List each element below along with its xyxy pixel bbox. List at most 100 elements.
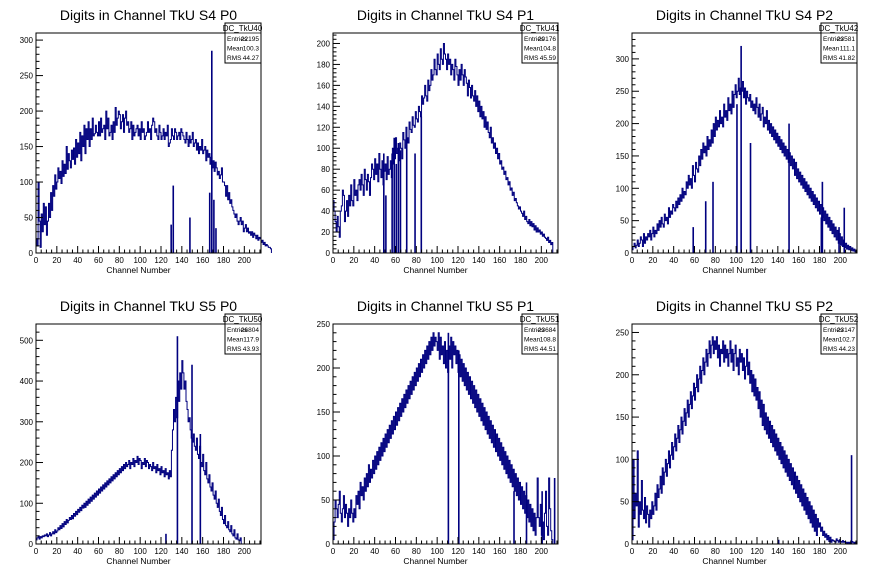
- x-tick-label: 120: [750, 256, 764, 265]
- x-tick-label: 100: [729, 547, 743, 556]
- x-tick-label: 0: [331, 547, 336, 556]
- histogram-spike: [458, 350, 460, 544]
- stats-box: [820, 313, 858, 355]
- histogram-spike: [447, 332, 450, 544]
- x-tick-label: 0: [630, 256, 635, 265]
- y-tick-label: 200: [317, 364, 331, 373]
- x-tick-label: 60: [690, 256, 699, 265]
- y-tick-label: 50: [620, 498, 629, 507]
- y-tick-label: 150: [616, 413, 630, 422]
- stats-label: Mean: [823, 337, 840, 344]
- x-tick-label: 100: [133, 547, 147, 556]
- y-tick-label: 50: [321, 496, 330, 505]
- histogram-spike: [553, 478, 556, 544]
- stats-label: Mean: [524, 337, 541, 344]
- histogram-line: [332, 42, 554, 253]
- x-tick-label: 20: [648, 547, 657, 556]
- x-tick-label: 100: [729, 256, 743, 265]
- stats-label: Mean: [823, 46, 840, 53]
- stats-value: 102.7: [839, 337, 856, 344]
- stats-label: Entries: [823, 327, 844, 334]
- histogram-line: [35, 360, 242, 544]
- x-tick-label: 40: [370, 256, 379, 265]
- histogram-panel: Digits in Channel TkU S5 P0 0 20 40 60 80 100 1…: [20, 298, 263, 566]
- stats-value: 117.9: [243, 337, 259, 344]
- x-tick-label: 0: [34, 256, 39, 265]
- histogram-spike: [541, 491, 543, 544]
- histogram-spike: [170, 224, 172, 253]
- histogram-panel: Digits in Channel TkU S5 P2 0 20 40 60 80 100 1…: [616, 298, 859, 566]
- histogram-spike: [749, 143, 752, 253]
- y-tick-label: 0: [29, 249, 34, 258]
- histogram-spike: [393, 137, 396, 253]
- histogram-spike: [165, 533, 167, 544]
- stats-value: 23581: [837, 36, 855, 43]
- stats-box: [521, 313, 559, 355]
- histogram-spike: [208, 192, 211, 253]
- y-tick-label: 20: [321, 228, 330, 237]
- x-tick-label: 40: [370, 547, 379, 556]
- x-tick-label: 140: [771, 547, 785, 556]
- x-tick-label: 80: [115, 256, 124, 265]
- y-tick-label: 500: [20, 336, 34, 345]
- chart-title: Digits in Channel TkU S5 P1: [357, 298, 534, 314]
- x-tick-label: 80: [412, 547, 421, 556]
- x-tick-label: 160: [792, 256, 806, 265]
- stats-name: DC_TkU41: [520, 24, 560, 33]
- plot-frame: [35, 32, 262, 254]
- y-tick-label: 250: [616, 328, 630, 337]
- x-tick-label: 20: [52, 547, 61, 556]
- histogram-spike: [704, 201, 707, 253]
- x-tick-label: 120: [750, 547, 764, 556]
- histogram-line: [332, 332, 554, 544]
- stats-label: Mean: [227, 46, 244, 53]
- y-tick-label: 60: [321, 186, 330, 195]
- x-tick-label: 120: [451, 547, 465, 556]
- histogram-panel: Digits in Channel TkU S4 P1 0 20 40 60 80 100 1…: [317, 7, 560, 275]
- stats-name: DC_TkU50: [223, 315, 263, 324]
- y-tick-label: 300: [616, 55, 630, 64]
- x-tick-label: 180: [813, 547, 827, 556]
- y-tick-label: 150: [616, 152, 630, 161]
- stats-value: 41.82: [839, 55, 856, 62]
- stats-label: RMS: [227, 55, 242, 62]
- histogram-spike: [788, 123, 790, 254]
- x-tick-label: 0: [34, 547, 39, 556]
- plot-frame: [631, 323, 858, 545]
- stats-label: Entries: [227, 36, 248, 43]
- x-tick-label: 120: [154, 256, 168, 265]
- histogram-spike: [712, 181, 714, 253]
- stats-label: Entries: [227, 327, 248, 334]
- plot-frame: [332, 323, 559, 545]
- stats-label: Mean: [524, 46, 541, 53]
- x-tick-label: 40: [669, 256, 678, 265]
- stats-label: RMS: [524, 346, 539, 353]
- histogram-spike: [821, 181, 824, 253]
- x-tick-label: 200: [535, 256, 549, 265]
- x-tick-label: 200: [834, 547, 848, 556]
- stats-label: RMS: [227, 346, 242, 353]
- x-tick-label: 20: [349, 256, 358, 265]
- histogram-spike: [172, 185, 175, 253]
- stats-value: 23147: [837, 327, 855, 334]
- x-tick-label: 180: [217, 256, 231, 265]
- y-tick-label: 140: [317, 102, 331, 111]
- y-tick-label: 100: [20, 178, 34, 187]
- x-axis-label: Channel Number: [403, 556, 467, 566]
- x-tick-label: 60: [391, 256, 400, 265]
- x-tick-label: 60: [94, 256, 103, 265]
- histogram-spike: [395, 163, 398, 253]
- x-tick-label: 60: [690, 547, 699, 556]
- x-tick-label: 140: [472, 256, 486, 265]
- histogram-spike: [397, 143, 400, 253]
- histogram-spike: [391, 153, 393, 253]
- histogram-line: [631, 77, 858, 253]
- stats-label: RMS: [524, 55, 539, 62]
- stats-value: 100.3: [243, 46, 260, 53]
- plot-frame: [332, 32, 559, 254]
- chart-title: Digits in Channel TkU S5 P0: [60, 298, 237, 314]
- histogram-spike: [525, 482, 528, 544]
- stats-box: [820, 22, 858, 64]
- histogram-line: [631, 336, 858, 544]
- y-tick-label: 100: [616, 455, 630, 464]
